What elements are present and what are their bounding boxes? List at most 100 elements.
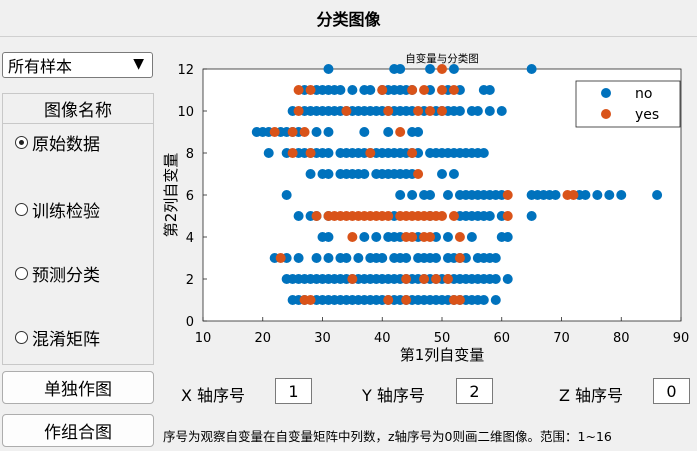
data-point-yes bbox=[401, 295, 412, 305]
data-point-yes bbox=[383, 106, 394, 116]
combined-plot-button[interactable]: 作组合图 bbox=[2, 414, 154, 447]
data-point-yes bbox=[347, 232, 358, 242]
radio-predict-class[interactable]: 预测分类 bbox=[15, 261, 100, 286]
data-point-no bbox=[550, 190, 561, 200]
y-tick-label: 12 bbox=[177, 63, 194, 78]
data-point-yes bbox=[305, 295, 316, 305]
legend: no yes bbox=[575, 80, 681, 128]
image-name-panel: 图像名称 原始数据 训练检验 预测分类 混淆矩阵 bbox=[2, 93, 154, 365]
data-point-yes bbox=[437, 106, 447, 116]
data-point-no bbox=[347, 85, 358, 95]
data-point-yes bbox=[437, 85, 447, 95]
x-axis-label: 第1列自变量 bbox=[400, 346, 485, 364]
data-point-no bbox=[437, 169, 447, 179]
data-point-no bbox=[359, 169, 370, 179]
sample-select-dropdown[interactable]: 所有样本 ▼ bbox=[2, 52, 153, 78]
x-tick-label: 40 bbox=[374, 331, 391, 346]
x-tick-label: 30 bbox=[314, 331, 331, 346]
radio-button-icon[interactable] bbox=[15, 267, 28, 280]
radio-raw-data[interactable]: 原始数据 bbox=[15, 130, 100, 155]
data-point-yes bbox=[395, 127, 406, 137]
data-point-yes bbox=[269, 127, 280, 137]
y-axis-index-field[interactable]: 2 bbox=[456, 378, 493, 404]
data-point-no bbox=[502, 274, 513, 284]
y-axis-label: 第2列自变量 bbox=[162, 153, 180, 238]
x-axis-index-field[interactable]: 1 bbox=[275, 378, 312, 404]
x-axis-index-label: X 轴序号 bbox=[181, 386, 246, 405]
radio-button-icon[interactable] bbox=[15, 136, 28, 149]
data-point-yes bbox=[401, 274, 412, 284]
data-point-yes bbox=[437, 211, 447, 221]
chevron-down-icon[interactable]: ▼ bbox=[133, 56, 144, 72]
data-point-yes bbox=[502, 211, 513, 221]
legend-box bbox=[575, 80, 681, 128]
x-tick-label: 20 bbox=[254, 331, 271, 346]
data-point-no bbox=[377, 253, 388, 263]
data-point-no bbox=[448, 64, 459, 74]
data-point-no bbox=[311, 253, 322, 263]
x-tick-label: 80 bbox=[613, 331, 630, 346]
data-points bbox=[251, 64, 663, 305]
y-tick-label: 4 bbox=[186, 231, 194, 246]
scatter-chart: 自变量与分类图 10 20 30 40 50 60 70 80 90 0 2 4 6 8 10 12 第1列自… bbox=[162, 52, 689, 364]
x-tick-label: 10 bbox=[195, 331, 212, 346]
data-point-no bbox=[442, 190, 453, 200]
data-point-yes bbox=[293, 106, 304, 116]
legend-label-yes: yes bbox=[635, 107, 659, 123]
data-point-yes bbox=[454, 295, 465, 305]
data-point-yes bbox=[454, 253, 465, 263]
data-point-no bbox=[305, 169, 316, 179]
data-point-yes bbox=[365, 148, 376, 158]
data-point-yes bbox=[413, 106, 424, 116]
data-point-yes bbox=[419, 85, 430, 95]
data-point-no bbox=[502, 232, 513, 242]
data-point-yes bbox=[305, 148, 316, 158]
radio-button-icon[interactable] bbox=[15, 331, 28, 344]
data-point-no bbox=[395, 64, 406, 74]
data-point-yes bbox=[407, 232, 418, 242]
data-point-no bbox=[323, 253, 334, 263]
data-point-no bbox=[526, 64, 537, 74]
data-point-no bbox=[323, 64, 334, 74]
data-point-no bbox=[490, 253, 501, 263]
data-point-yes bbox=[431, 274, 442, 284]
data-point-yes bbox=[425, 106, 436, 116]
y-tick-label: 0 bbox=[186, 315, 194, 330]
data-point-no bbox=[263, 148, 274, 158]
z-axis-index-label: Z 轴序号 bbox=[559, 386, 624, 405]
data-point-no bbox=[484, 211, 495, 221]
y-axis-index-label: Y 轴序号 bbox=[362, 386, 425, 405]
radio-confusion-matrix[interactable]: 混淆矩阵 bbox=[15, 325, 100, 350]
data-point-no bbox=[353, 253, 364, 263]
data-point-no bbox=[448, 169, 459, 179]
y-tick-label: 10 bbox=[177, 105, 194, 120]
data-point-yes bbox=[287, 148, 298, 158]
data-point-no bbox=[478, 148, 489, 158]
data-point-yes bbox=[425, 232, 436, 242]
z-axis-index-field[interactable]: 0 bbox=[653, 378, 690, 404]
data-point-no bbox=[484, 106, 495, 116]
data-point-no bbox=[359, 232, 370, 242]
radio-label: 原始数据 bbox=[32, 135, 100, 155]
data-point-no bbox=[592, 190, 603, 200]
help-note: 序号为观察自变量在自变量矩阵中列数，z轴序号为0则画二维图像。范围：1~16 bbox=[163, 429, 612, 444]
x-tick-label: 70 bbox=[553, 331, 570, 346]
data-point-yes bbox=[454, 232, 465, 242]
chart-title: 自变量与分类图 bbox=[405, 52, 479, 65]
data-point-no bbox=[281, 190, 292, 200]
data-point-no bbox=[413, 127, 424, 137]
data-point-no bbox=[526, 211, 537, 221]
data-point-yes bbox=[275, 253, 286, 263]
data-point-yes bbox=[502, 190, 513, 200]
data-point-yes bbox=[442, 274, 453, 284]
radio-train-test[interactable]: 训练检验 bbox=[15, 197, 100, 222]
data-point-no bbox=[323, 148, 334, 158]
y-tick-label: 8 bbox=[186, 147, 194, 162]
single-plot-button[interactable]: 单独作图 bbox=[2, 371, 154, 404]
data-point-no bbox=[496, 106, 507, 116]
data-point-no bbox=[293, 253, 304, 263]
x-tick-label: 60 bbox=[493, 331, 510, 346]
data-point-yes bbox=[377, 85, 388, 95]
data-point-no bbox=[580, 190, 591, 200]
radio-button-icon[interactable] bbox=[15, 203, 28, 216]
